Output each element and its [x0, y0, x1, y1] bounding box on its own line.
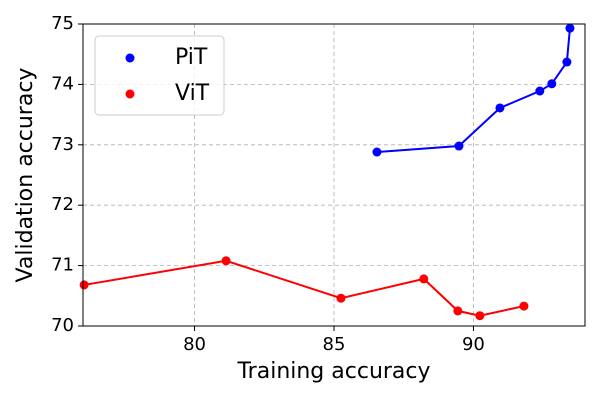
- point: [79, 280, 89, 290]
- x-axis-label: Training accuracy: [236, 359, 430, 384]
- point: [419, 274, 429, 284]
- y-tick-label: 70: [51, 315, 74, 336]
- legend-label: PiT: [175, 45, 208, 70]
- legend-marker: [125, 53, 135, 63]
- x-tick-label: 85: [323, 334, 346, 355]
- axes-frame: [82, 23, 586, 327]
- point: [519, 301, 529, 311]
- y-tick-label: 74: [51, 73, 74, 94]
- y-axis-label: Validation accuracy: [13, 68, 38, 283]
- legend-marker: [125, 89, 135, 99]
- point: [547, 79, 557, 89]
- point: [535, 86, 545, 96]
- point: [372, 147, 382, 157]
- x-tick-label: 80: [183, 334, 206, 355]
- point: [562, 57, 572, 67]
- y-tick-label: 75: [51, 13, 74, 34]
- point: [495, 103, 505, 113]
- point: [454, 141, 464, 151]
- point: [336, 293, 346, 303]
- y-tick-label: 72: [51, 194, 74, 215]
- y-tick-label: 71: [51, 255, 74, 276]
- x-tick-label: 90: [462, 334, 485, 355]
- point: [565, 23, 575, 33]
- point: [221, 256, 231, 266]
- y-tick-label: 73: [51, 134, 74, 155]
- point: [475, 311, 485, 321]
- legend-label: ViT: [175, 81, 210, 106]
- point: [453, 306, 463, 316]
